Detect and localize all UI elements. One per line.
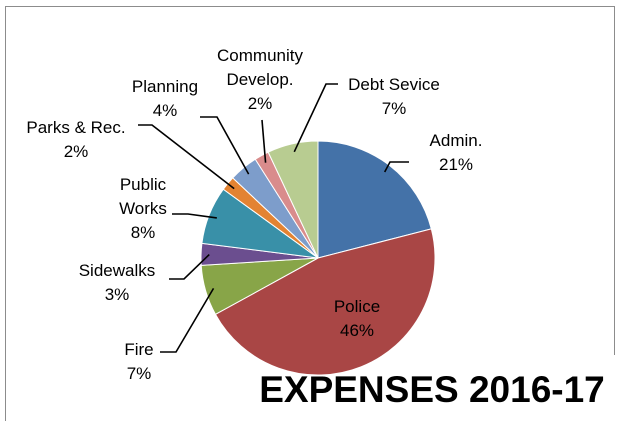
slice-label-fire: Fire 7% bbox=[124, 340, 153, 383]
leader-line-sidewalks bbox=[169, 254, 210, 280]
slice-label-public-works: Public Works 8% bbox=[119, 175, 167, 242]
slice-label-line: Fire bbox=[124, 340, 153, 359]
leader-line-parks-rec bbox=[138, 124, 235, 190]
slice-label-debt-sevice: Debt Sevice 7% bbox=[348, 75, 440, 118]
leader-line-community-develop bbox=[261, 119, 267, 163]
slice-label-line: 2% bbox=[248, 94, 273, 113]
slice-label-line: Police bbox=[334, 297, 380, 316]
slice-label-line: 7% bbox=[127, 364, 152, 383]
slice-label-line: Parks & Rec. bbox=[26, 118, 125, 137]
slice-label-line: Debt Sevice bbox=[348, 75, 440, 94]
slice-label-line: 4% bbox=[153, 101, 178, 120]
slice-label-line: Admin. bbox=[430, 131, 483, 150]
slice-label-line: 7% bbox=[382, 99, 407, 118]
pie-slice-admin bbox=[317, 140, 432, 259]
leader-line-public-works bbox=[172, 213, 217, 219]
slice-label-line: Public bbox=[120, 175, 167, 194]
slice-label-line: Planning bbox=[132, 77, 198, 96]
slice-label-line: 21% bbox=[439, 155, 473, 174]
chart-title: EXPENSES 2016-17 bbox=[259, 369, 605, 410]
slice-label-planning: Planning 4% bbox=[132, 77, 198, 120]
slice-label-parks-rec: Parks & Rec. 2% bbox=[26, 118, 125, 161]
leader-line-debt-sevice bbox=[293, 83, 338, 153]
slice-label-line: Sidewalks bbox=[79, 261, 156, 280]
slice-label-line: Community bbox=[217, 46, 303, 65]
slice-label-line: Works bbox=[119, 199, 167, 218]
pie-slice-debt-sevice bbox=[267, 140, 319, 259]
slice-label-line: 2% bbox=[64, 142, 89, 161]
pie-slice-police bbox=[214, 228, 436, 376]
slice-label-admin: Admin. 21% bbox=[430, 131, 483, 174]
pie-slices bbox=[200, 140, 436, 376]
slice-label-community-develop: Community Develop. 2% bbox=[217, 46, 303, 113]
leader-line-planning bbox=[200, 116, 250, 175]
slice-label-line: 3% bbox=[105, 285, 130, 304]
slice-label-police: Police 46% bbox=[334, 297, 380, 340]
slice-label-line: 46% bbox=[340, 321, 374, 340]
leader-line-fire bbox=[160, 287, 215, 353]
leader-line-admin bbox=[383, 161, 409, 173]
leader-lines bbox=[138, 83, 409, 353]
slice-labels: Admin. 21% Police 46% Fire 7% Sidewalks 3% Publi… bbox=[26, 46, 482, 383]
slice-label-line: Develop. bbox=[226, 70, 293, 89]
slice-label-line: 8% bbox=[131, 223, 156, 242]
slice-label-sidewalks: Sidewalks 3% bbox=[79, 261, 156, 304]
